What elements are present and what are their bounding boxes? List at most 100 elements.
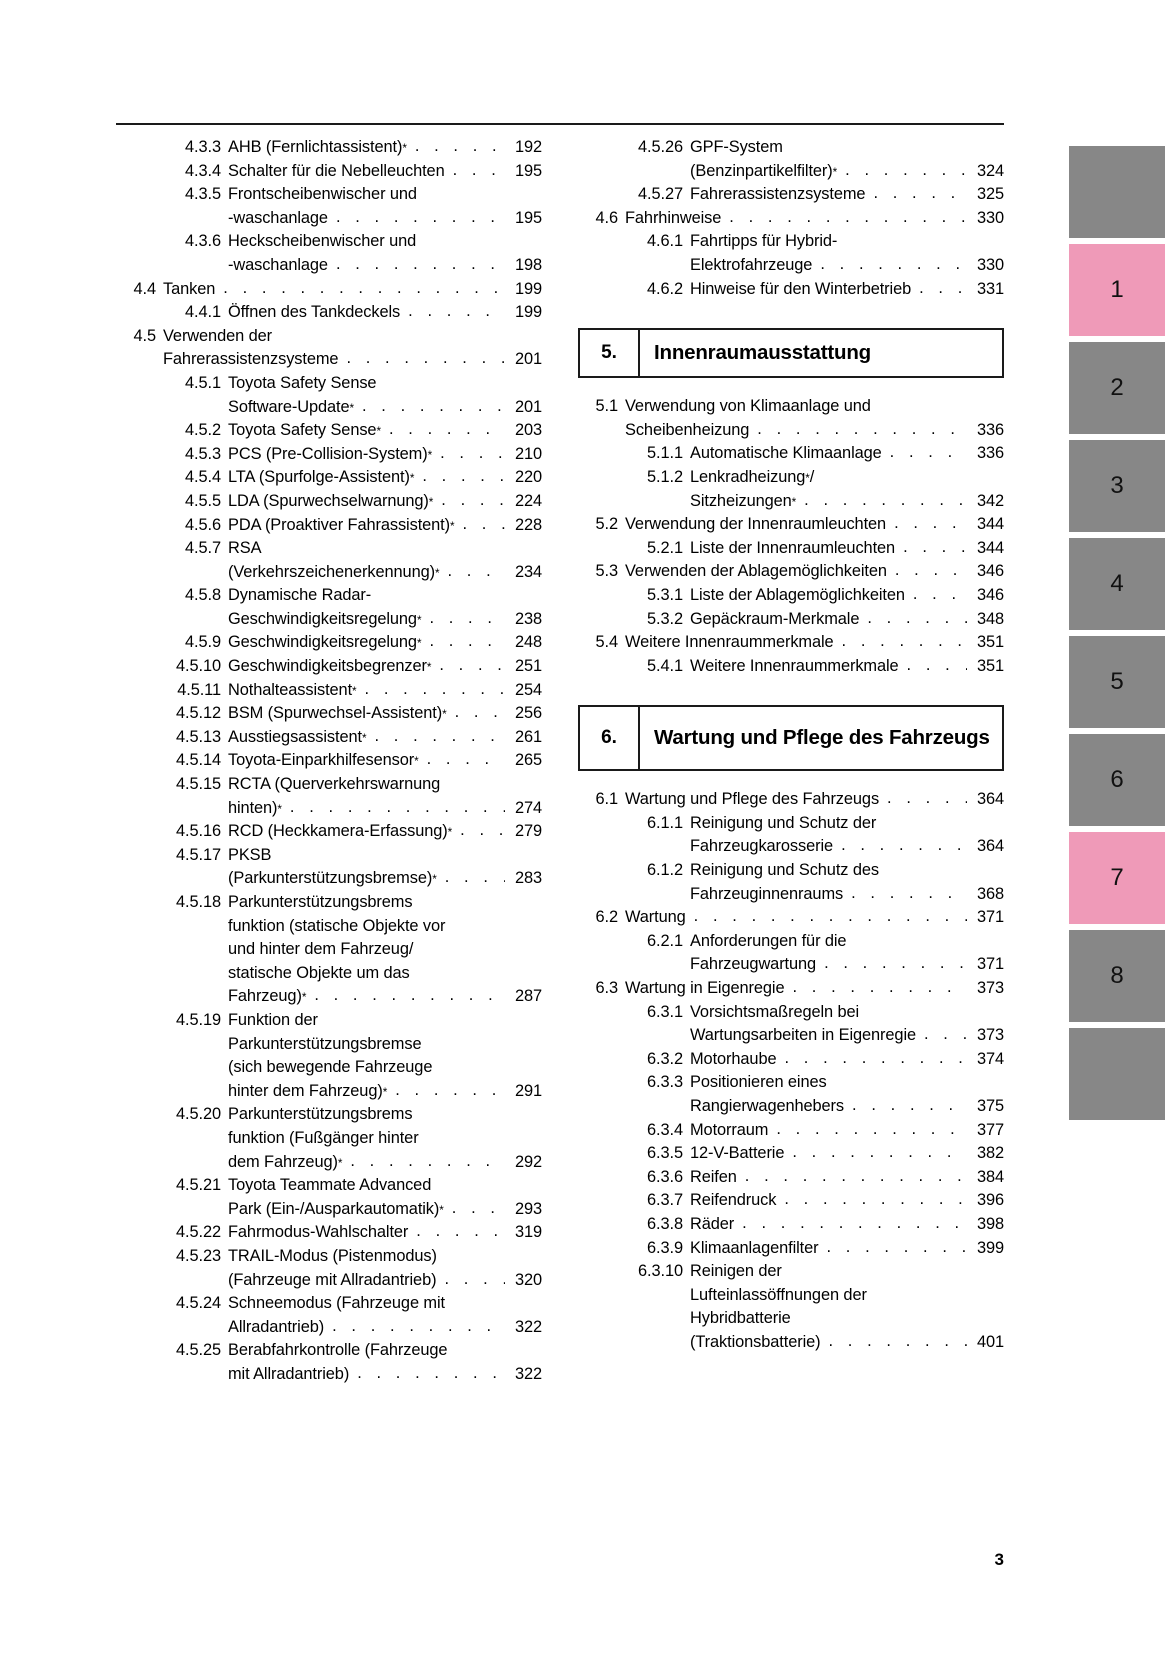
toc-entry-number: 6.3.9 bbox=[647, 1238, 683, 1257]
toc-entry-number: 4.5.27 bbox=[638, 185, 683, 204]
toc-entry[interactable]: 4.5.9 Geschwindigkeitsregelung*. . . . . … bbox=[148, 631, 542, 655]
toc-entry[interactable]: 4.5.6 PDA (Proaktiver Fahrassistent) *. . … bbox=[148, 514, 542, 538]
toc-entry[interactable]: 4.5.21 Toyota Teammate Advanced . . . . . … bbox=[148, 1174, 542, 1221]
toc-entry[interactable]: 4.4 Tanken . . . . . . . . . . . . . . . .… bbox=[116, 278, 543, 302]
toc-entry[interactable]: 6.2 Wartung . . . . . . . . . . . . . . . … bbox=[578, 906, 1005, 930]
toc-entry[interactable]: 4.6.1 Fahrtipps für Hybrid- . . . . . . . … bbox=[610, 230, 1004, 277]
toc-entry[interactable]: 4.5.18 Parkunterstützungsbrems . . . . . .… bbox=[148, 891, 542, 1009]
thumb-tab-4[interactable]: 4 bbox=[1069, 538, 1165, 630]
toc-entry[interactable]: 4.5 Verwenden der . . . . . . . . . . . . … bbox=[116, 325, 543, 372]
toc-entry[interactable]: 5.4.1 Weitere Innenraummerkmale . . . . . … bbox=[610, 655, 1004, 679]
toc-entry-number: 5.1.1 bbox=[647, 444, 683, 463]
toc-entry[interactable]: 5.1.2 Lenkradheizung*/. . . . . . . . . .… bbox=[610, 466, 1004, 513]
toc-entry[interactable]: 6.3 Wartung in Eigenregie . . . . . . . . … bbox=[578, 977, 1005, 1001]
toc-entry[interactable]: 4.5.27 Fahrerassistenzsysteme . . . . . . … bbox=[610, 183, 1004, 207]
toc-entry-number: 5.1 bbox=[595, 397, 619, 416]
thumb-tab-7[interactable]: 7 bbox=[1069, 832, 1165, 924]
toc-entry[interactable]: 4.6 Fahrhinweise . . . . . . . . . . . . .… bbox=[578, 207, 1005, 231]
toc-entry[interactable]: 4.5.10 Geschwindigkeitsbegrenzer*. . . . … bbox=[148, 655, 542, 679]
leader-dots: . . . . . . . . . . . . . . . . . . . . … bbox=[439, 656, 505, 675]
toc-entry[interactable]: 4.5.13 Ausstiegsassistent*. . . . . . . .… bbox=[148, 726, 542, 750]
leader-dots: . . . . . . . . . . . . . . . . . . . . … bbox=[776, 1119, 967, 1138]
toc-entry-title: Ausstiegsassistent bbox=[228, 727, 362, 746]
toc-entry-body: Weitere Innenraummerkmale . . . . . . . .… bbox=[625, 631, 1004, 655]
toc-entry-line: RSA. . . . . . . . . . . . . . . . . . .… bbox=[228, 537, 542, 561]
thumb-tab-1[interactable]: 1 bbox=[1069, 244, 1165, 336]
toc-entry[interactable]: 4.5.11 Nothalteassistent*. . . . . . . . … bbox=[148, 679, 542, 703]
toc-entry[interactable]: 6.3.9 Klimaanlagenfilter . . . . . . . . .… bbox=[610, 1237, 1004, 1261]
toc-entry-line: Geschwindigkeitsregelung*. . . . . . . .… bbox=[228, 608, 542, 632]
toc-entry[interactable]: 4.5.22 Fahrmodus-Wahlschalter . . . . . . … bbox=[148, 1221, 542, 1245]
toc-entry[interactable]: 6.1 Wartung und Pflege des Fahrzeugs . . .… bbox=[578, 788, 1005, 812]
toc-entry[interactable]: 4.5.25 Berabfahrkontrolle (Fahrzeuge . . .… bbox=[148, 1339, 542, 1386]
toc-entry[interactable]: 4.5.15 RCTA (Querverkehrswarnung . . . . .… bbox=[148, 773, 542, 820]
toc-entry[interactable]: 6.3.7 Reifendruck . . . . . . . . . . . . … bbox=[610, 1189, 1004, 1213]
toc-entry[interactable]: 5.1 Verwendung von Klimaanlage und . . . .… bbox=[578, 395, 1005, 442]
toc-entry[interactable]: 4.5.17 PKSB . . . . . . . . . . . . . . . … bbox=[148, 844, 542, 891]
toc-entry[interactable]: 6.3.2 Motorhaube . . . . . . . . . . . . .… bbox=[610, 1048, 1004, 1072]
toc-entry[interactable]: 5.3 Verwenden der Ablagemöglichkeiten . . … bbox=[578, 560, 1005, 584]
toc-entry[interactable]: 5.3.1 Liste der Ablagemöglichkeiten . . . … bbox=[610, 584, 1004, 608]
leader-dots: . . . . . . . . . . . . . . . . . . . . … bbox=[444, 868, 505, 887]
toc-entry[interactable]: 6.2.1 Anforderungen für die . . . . . . . … bbox=[610, 930, 1004, 977]
toc-entry[interactable]: 4.3.4 Schalter für die Nebelleuchten . . .… bbox=[148, 160, 542, 184]
toc-entry[interactable]: 4.6.2 Hinweise für den Winterbetrieb . . .… bbox=[610, 278, 1004, 302]
toc-entry[interactable]: 6.3.3 Positionieren eines . . . . . . . . … bbox=[610, 1071, 1004, 1118]
toc-entry[interactable]: 4.4.1 Öffnen des Tankdeckels . . . . . . .… bbox=[148, 301, 542, 325]
toc-entry[interactable]: 4.5.5 LDA (Spurwechselwarnung)*. . . . . … bbox=[148, 490, 542, 514]
toc-entry-body: Dynamische Radar- . . . . . . . . . . . .… bbox=[228, 584, 542, 631]
toc-entry[interactable]: 4.5.2 Toyota Safety Sense*. . . . . . . .… bbox=[148, 419, 542, 443]
toc-entry[interactable]: 6.3.8 Räder . . . . . . . . . . . . . . . … bbox=[610, 1213, 1004, 1237]
toc-entry[interactable]: 4.5.12 BSM (Spurwechsel-Assistent) *. . . … bbox=[148, 702, 542, 726]
toc-entry[interactable]: 4.5.7 RSA . . . . . . . . . . . . . . . . … bbox=[148, 537, 542, 584]
toc-entry[interactable]: 4.5.1 Toyota Safety Sense . . . . . . . . … bbox=[148, 372, 542, 419]
leader-dots: . . . . . . . . . . . . . . . . . . . . … bbox=[887, 789, 967, 808]
toc-entry-line: Anforderungen für die. . . . . . . . . .… bbox=[690, 930, 1004, 954]
chapter-heading[interactable]: 5. Innenraumausstattung bbox=[578, 328, 1004, 379]
thumb-tab-blank[interactable] bbox=[1069, 1028, 1165, 1120]
toc-entry[interactable]: 4.3.3 AHB (Fernlichtassistent) *. . . . . … bbox=[148, 136, 542, 160]
toc-entry-body: Schneemodus (Fahrzeuge mit . . . . . . . … bbox=[228, 1292, 542, 1339]
toc-entry[interactable]: 5.2 Verwendung der Innenraumleuchten . . .… bbox=[578, 513, 1005, 537]
toc-entry[interactable]: 6.3.1 Vorsichtsmaßregeln bei . . . . . . .… bbox=[610, 1001, 1004, 1048]
toc-entry[interactable]: 6.1.2 Reinigung und Schutz des . . . . . .… bbox=[610, 859, 1004, 906]
toc-entry[interactable]: 6.3.4 Motorraum . . . . . . . . . . . . . … bbox=[610, 1119, 1004, 1143]
toc-entry[interactable]: 5.1.1 Automatische Klimaanlage . . . . . .… bbox=[610, 442, 1004, 466]
toc-entry[interactable]: 5.3.2 Gepäckraum-Merkmale . . . . . . . . … bbox=[610, 608, 1004, 632]
toc-entry[interactable]: 6.3.10 Reinigen der . . . . . . . . . . . … bbox=[610, 1260, 1004, 1354]
toc-entry-body: Automatische Klimaanlage . . . . . . . . … bbox=[690, 442, 1004, 466]
toc-entry-body: RCTA (Querverkehrswarnung . . . . . . . .… bbox=[228, 773, 542, 820]
toc-entry[interactable]: 4.5.26 GPF-System . . . . . . . . . . . . … bbox=[610, 136, 1004, 183]
toc-entry[interactable]: 5.4 Weitere Innenraummerkmale . . . . . . … bbox=[578, 631, 1005, 655]
leader-dots: . . . . . . . . . . . . . . . . . . . . … bbox=[729, 207, 967, 226]
toc-entry[interactable]: 6.3.5 12-V-Batterie . . . . . . . . . . . … bbox=[610, 1142, 1004, 1166]
toc-entry[interactable]: 4.3.5 Frontscheibenwischer und . . . . . .… bbox=[148, 183, 542, 230]
thumb-tab-8[interactable]: 8 bbox=[1069, 930, 1165, 1022]
toc-entry[interactable]: 4.5.20 Parkunterstützungsbrems . . . . . .… bbox=[148, 1103, 542, 1174]
toc-entry[interactable]: 6.1.1 Reinigung und Schutz der . . . . . .… bbox=[610, 812, 1004, 859]
toc-entry-page: 342 bbox=[976, 491, 1004, 510]
toc-entry[interactable]: 4.5.24 Schneemodus (Fahrzeuge mit . . . . … bbox=[148, 1292, 542, 1339]
chapter-heading[interactable]: 6. Wartung und Pflege des Fahrzeugs bbox=[578, 705, 1004, 772]
toc-entry[interactable]: 4.5.8 Dynamische Radar- . . . . . . . . . … bbox=[148, 584, 542, 631]
toc-entry[interactable]: 4.5.3 PCS (Pre-Collision-System)*. . . . … bbox=[148, 443, 542, 467]
toc-entry-number: 4.5.8 bbox=[185, 586, 221, 605]
thumb-tab-5[interactable]: 5 bbox=[1069, 636, 1165, 728]
toc-entry[interactable]: 4.5.16 RCD (Heckkamera-Erfassung)*. . . .… bbox=[148, 820, 542, 844]
toc-entry[interactable]: 4.3.6 Heckscheibenwischer und . . . . . . … bbox=[148, 230, 542, 277]
toc-entry[interactable]: 4.5.14 Toyota-Einparkhilfesensor *. . . . … bbox=[148, 749, 542, 773]
thumb-tab-2[interactable]: 2 bbox=[1069, 342, 1165, 434]
thumb-tab-blank[interactable] bbox=[1069, 146, 1165, 238]
thumb-tab-3[interactable]: 3 bbox=[1069, 440, 1165, 532]
toc-entry-line: Wartung . . . . . . . . . . . . . . . . .… bbox=[625, 906, 1004, 930]
toc-entry[interactable]: 5.2.1 Liste der Innenraumleuchten . . . . … bbox=[610, 537, 1004, 561]
toc-entry[interactable]: 4.5.19 Funktion der . . . . . . . . . . . … bbox=[148, 1009, 542, 1103]
toc-entry[interactable]: 4.5.23 TRAIL-Modus (Pistenmodus) . . . . .… bbox=[148, 1245, 542, 1292]
toc-entry-title: hinter dem Fahrzeug) bbox=[228, 1081, 383, 1100]
toc-entry[interactable]: 6.3.6 Reifen . . . . . . . . . . . . . . .… bbox=[610, 1166, 1004, 1190]
thumb-tab-6[interactable]: 6 bbox=[1069, 734, 1165, 826]
toc-entry[interactable]: 4.5.4 LTA (Spurfolge-Assistent)*. . . . .… bbox=[148, 466, 542, 490]
leader-dots: . . . . . . . . . . . . . . . . . . . . … bbox=[440, 443, 505, 462]
toc-entry-body: Wartung und Pflege des Fahrzeugs . . . . … bbox=[625, 788, 1004, 812]
toc-entry-title: Vorsichtsmaßregeln bei bbox=[690, 1002, 860, 1021]
